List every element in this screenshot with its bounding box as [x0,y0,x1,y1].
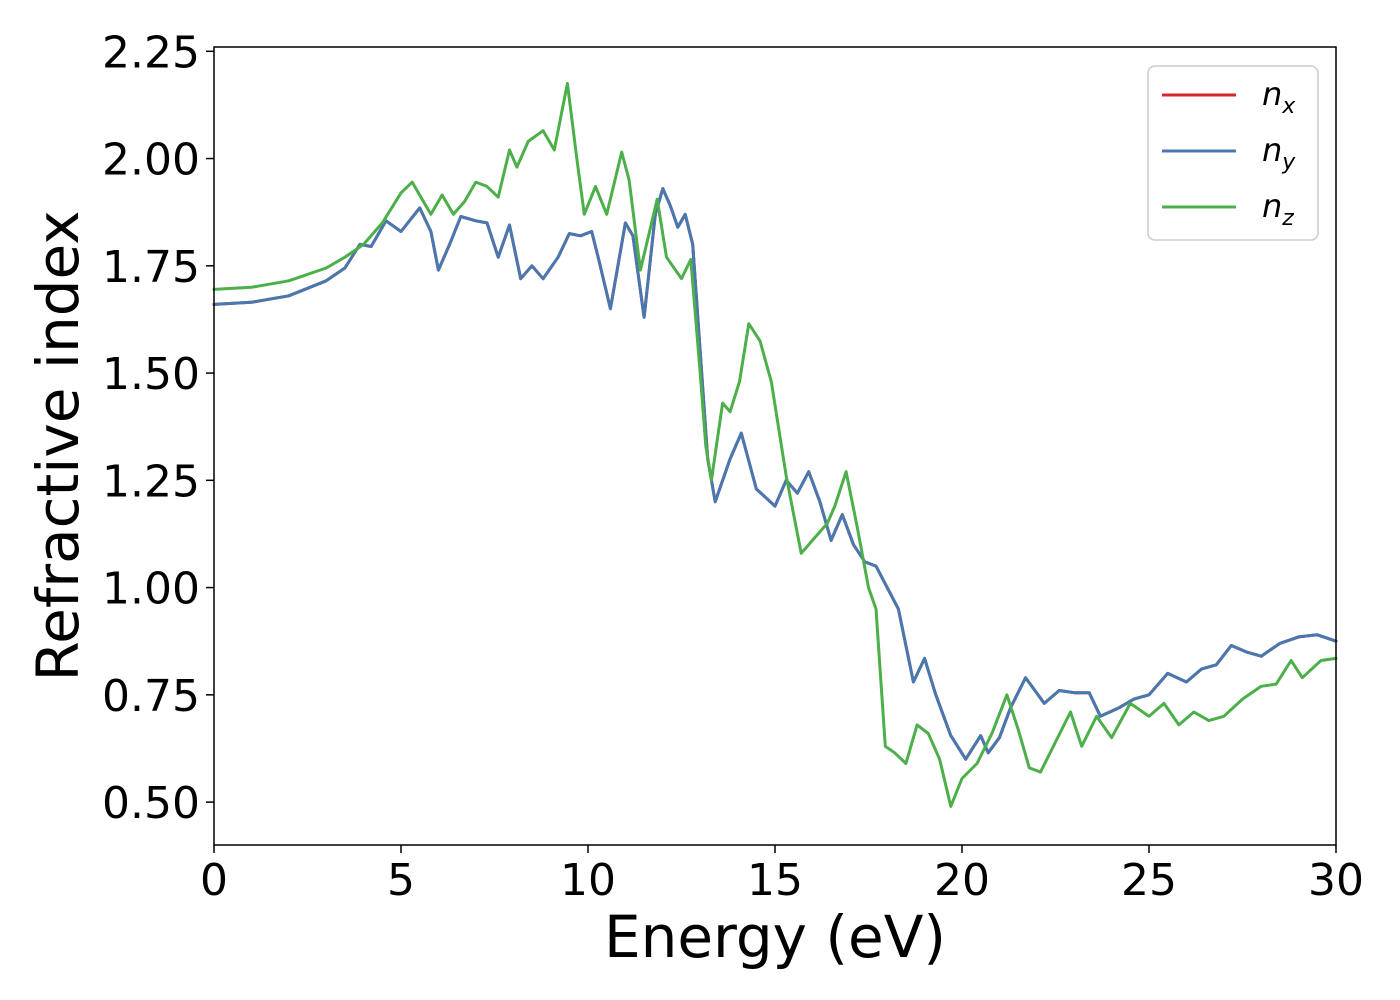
y-tick-label: 1.75 [102,242,200,293]
y-tick-label: 0.75 [102,671,200,722]
legend-label-base: n [1262,187,1282,225]
x-axis-ticks: 0 5 10 15 20 25 30 [200,845,1364,906]
x-tick-label: 25 [1121,855,1177,906]
y-tick-label: 1.25 [102,456,200,507]
y-axis-ticks: 0.50 0.75 1.00 1.25 1.50 1.75 2.00 2.25 [102,27,214,829]
legend-label-subscript: y [1281,150,1296,175]
y-tick-label: 2.00 [102,135,200,186]
series-layer [212,82,1338,808]
y-tick-label: 1.50 [102,349,200,400]
x-tick-label: 15 [747,855,803,906]
series-line-n-y [212,187,1338,761]
x-tick-label: 5 [387,855,415,906]
x-tick-label: 0 [200,855,228,906]
x-axis-title: Energy (eV) [604,903,946,971]
legend-label-base: n [1262,131,1282,169]
legend-box [1147,65,1319,241]
x-tick-label: 10 [560,855,616,906]
y-axis-title: Refractive index [24,210,92,681]
y-tick-label: 0.50 [102,778,200,829]
legend-label-nz: nz [1262,187,1294,231]
legend-label-ny: ny [1262,131,1296,175]
legend-label-subscript: z [1281,206,1294,231]
legend-label-subscript: x [1281,94,1296,119]
legend-label-nx: nx [1262,75,1296,119]
x-tick-label: 30 [1308,855,1364,906]
series-line-n-z [212,82,1338,808]
legend-label-base: n [1262,75,1282,113]
y-tick-label: 1.00 [102,564,200,615]
y-tick-label: 2.25 [102,27,200,78]
x-tick-label: 20 [934,855,990,906]
